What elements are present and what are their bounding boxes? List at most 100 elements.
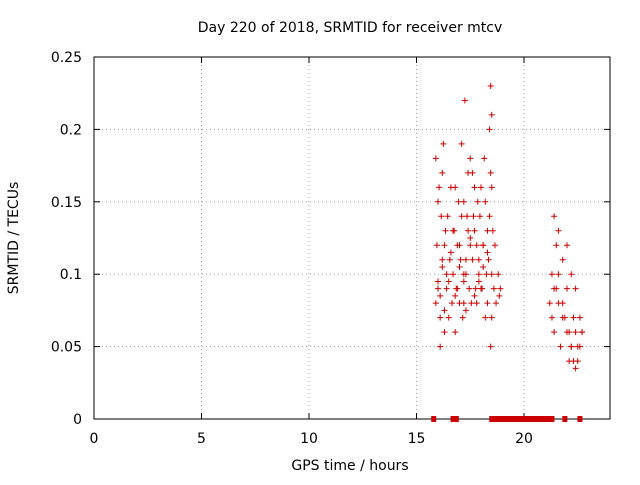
data-point xyxy=(573,329,579,335)
data-point xyxy=(481,155,487,161)
data-point xyxy=(487,213,493,219)
data-point xyxy=(492,242,498,248)
data-point xyxy=(549,271,555,277)
data-point xyxy=(443,228,449,234)
data-point xyxy=(444,271,450,277)
data-point xyxy=(438,213,444,219)
data-point xyxy=(467,155,473,161)
data-point xyxy=(478,286,484,292)
data-point xyxy=(439,264,445,270)
data-point xyxy=(441,307,447,313)
data-point xyxy=(461,199,467,205)
data-point xyxy=(463,307,469,313)
data-point xyxy=(447,257,453,263)
zero-marker xyxy=(562,416,567,422)
zero-marker xyxy=(454,416,459,422)
data-point xyxy=(484,300,490,306)
y-tick-label: 0.2 xyxy=(60,122,82,138)
data-point xyxy=(555,300,561,306)
data-point xyxy=(482,315,488,321)
y-tick-label: 0.15 xyxy=(51,195,82,211)
data-point xyxy=(484,249,490,255)
data-point xyxy=(493,300,499,306)
data-point xyxy=(570,315,576,321)
data-point xyxy=(484,228,490,234)
y-axis-label: SRMTID / TECUs xyxy=(6,182,22,295)
data-point xyxy=(495,271,501,277)
data-point xyxy=(463,257,469,263)
data-point xyxy=(472,293,478,299)
data-point xyxy=(437,293,443,299)
x-tick-label: 0 xyxy=(90,431,99,447)
data-point xyxy=(472,228,478,234)
zero-marker xyxy=(431,416,436,422)
data-point xyxy=(488,344,494,350)
data-point xyxy=(478,184,484,190)
data-points xyxy=(433,83,585,371)
data-point xyxy=(440,141,446,147)
x-tick-label: 20 xyxy=(515,431,533,447)
data-point xyxy=(579,329,585,335)
y-axis: 0 0.05 0.1 0.15 0.2 0.25 xyxy=(51,50,610,428)
data-point xyxy=(564,286,570,292)
data-point xyxy=(474,242,480,248)
data-point xyxy=(433,300,439,306)
data-point xyxy=(475,199,481,205)
data-point xyxy=(476,271,482,277)
data-point xyxy=(560,257,566,263)
data-point xyxy=(472,184,478,190)
zero-marker xyxy=(577,416,582,422)
data-point xyxy=(488,170,494,176)
data-point xyxy=(459,213,465,219)
grid xyxy=(94,57,610,419)
data-point xyxy=(434,242,440,248)
data-point xyxy=(439,257,445,263)
data-point xyxy=(549,315,555,321)
data-point xyxy=(461,300,467,306)
data-point xyxy=(490,228,496,234)
x-axis-label: GPS time / hours xyxy=(291,458,408,474)
data-point xyxy=(547,300,553,306)
data-point xyxy=(489,315,495,321)
data-point xyxy=(573,365,579,371)
data-point xyxy=(551,213,557,219)
data-point xyxy=(452,329,458,335)
data-point xyxy=(568,344,574,350)
data-point xyxy=(487,126,493,132)
data-point xyxy=(568,271,574,277)
data-point xyxy=(464,213,470,219)
data-point xyxy=(482,199,488,205)
y-tick-label: 0.1 xyxy=(60,267,82,283)
data-point xyxy=(469,257,475,263)
data-point xyxy=(496,293,502,299)
data-point xyxy=(489,184,495,190)
data-point xyxy=(437,315,443,321)
data-point xyxy=(449,300,455,306)
data-point xyxy=(577,315,583,321)
data-point xyxy=(460,315,466,321)
x-tick-label: 5 xyxy=(197,431,206,447)
data-point xyxy=(476,257,482,263)
data-point xyxy=(450,271,456,277)
data-point xyxy=(555,271,561,277)
data-point xyxy=(467,235,473,241)
x-tick-label: 10 xyxy=(300,431,318,447)
y-tick-label: 0.05 xyxy=(51,340,82,356)
data-point xyxy=(462,97,468,103)
data-point xyxy=(489,112,495,118)
data-point xyxy=(497,286,503,292)
data-point xyxy=(444,286,450,292)
data-point xyxy=(441,329,447,335)
data-point xyxy=(555,228,561,234)
data-point xyxy=(469,170,475,176)
data-point xyxy=(435,286,441,292)
data-point xyxy=(553,242,559,248)
data-point xyxy=(473,286,479,292)
data-point xyxy=(441,242,447,248)
data-point xyxy=(446,278,452,284)
y-tick-label: 0 xyxy=(73,412,82,428)
data-point xyxy=(551,329,557,335)
data-point xyxy=(573,286,579,292)
data-point xyxy=(466,286,472,292)
data-point xyxy=(474,300,480,306)
